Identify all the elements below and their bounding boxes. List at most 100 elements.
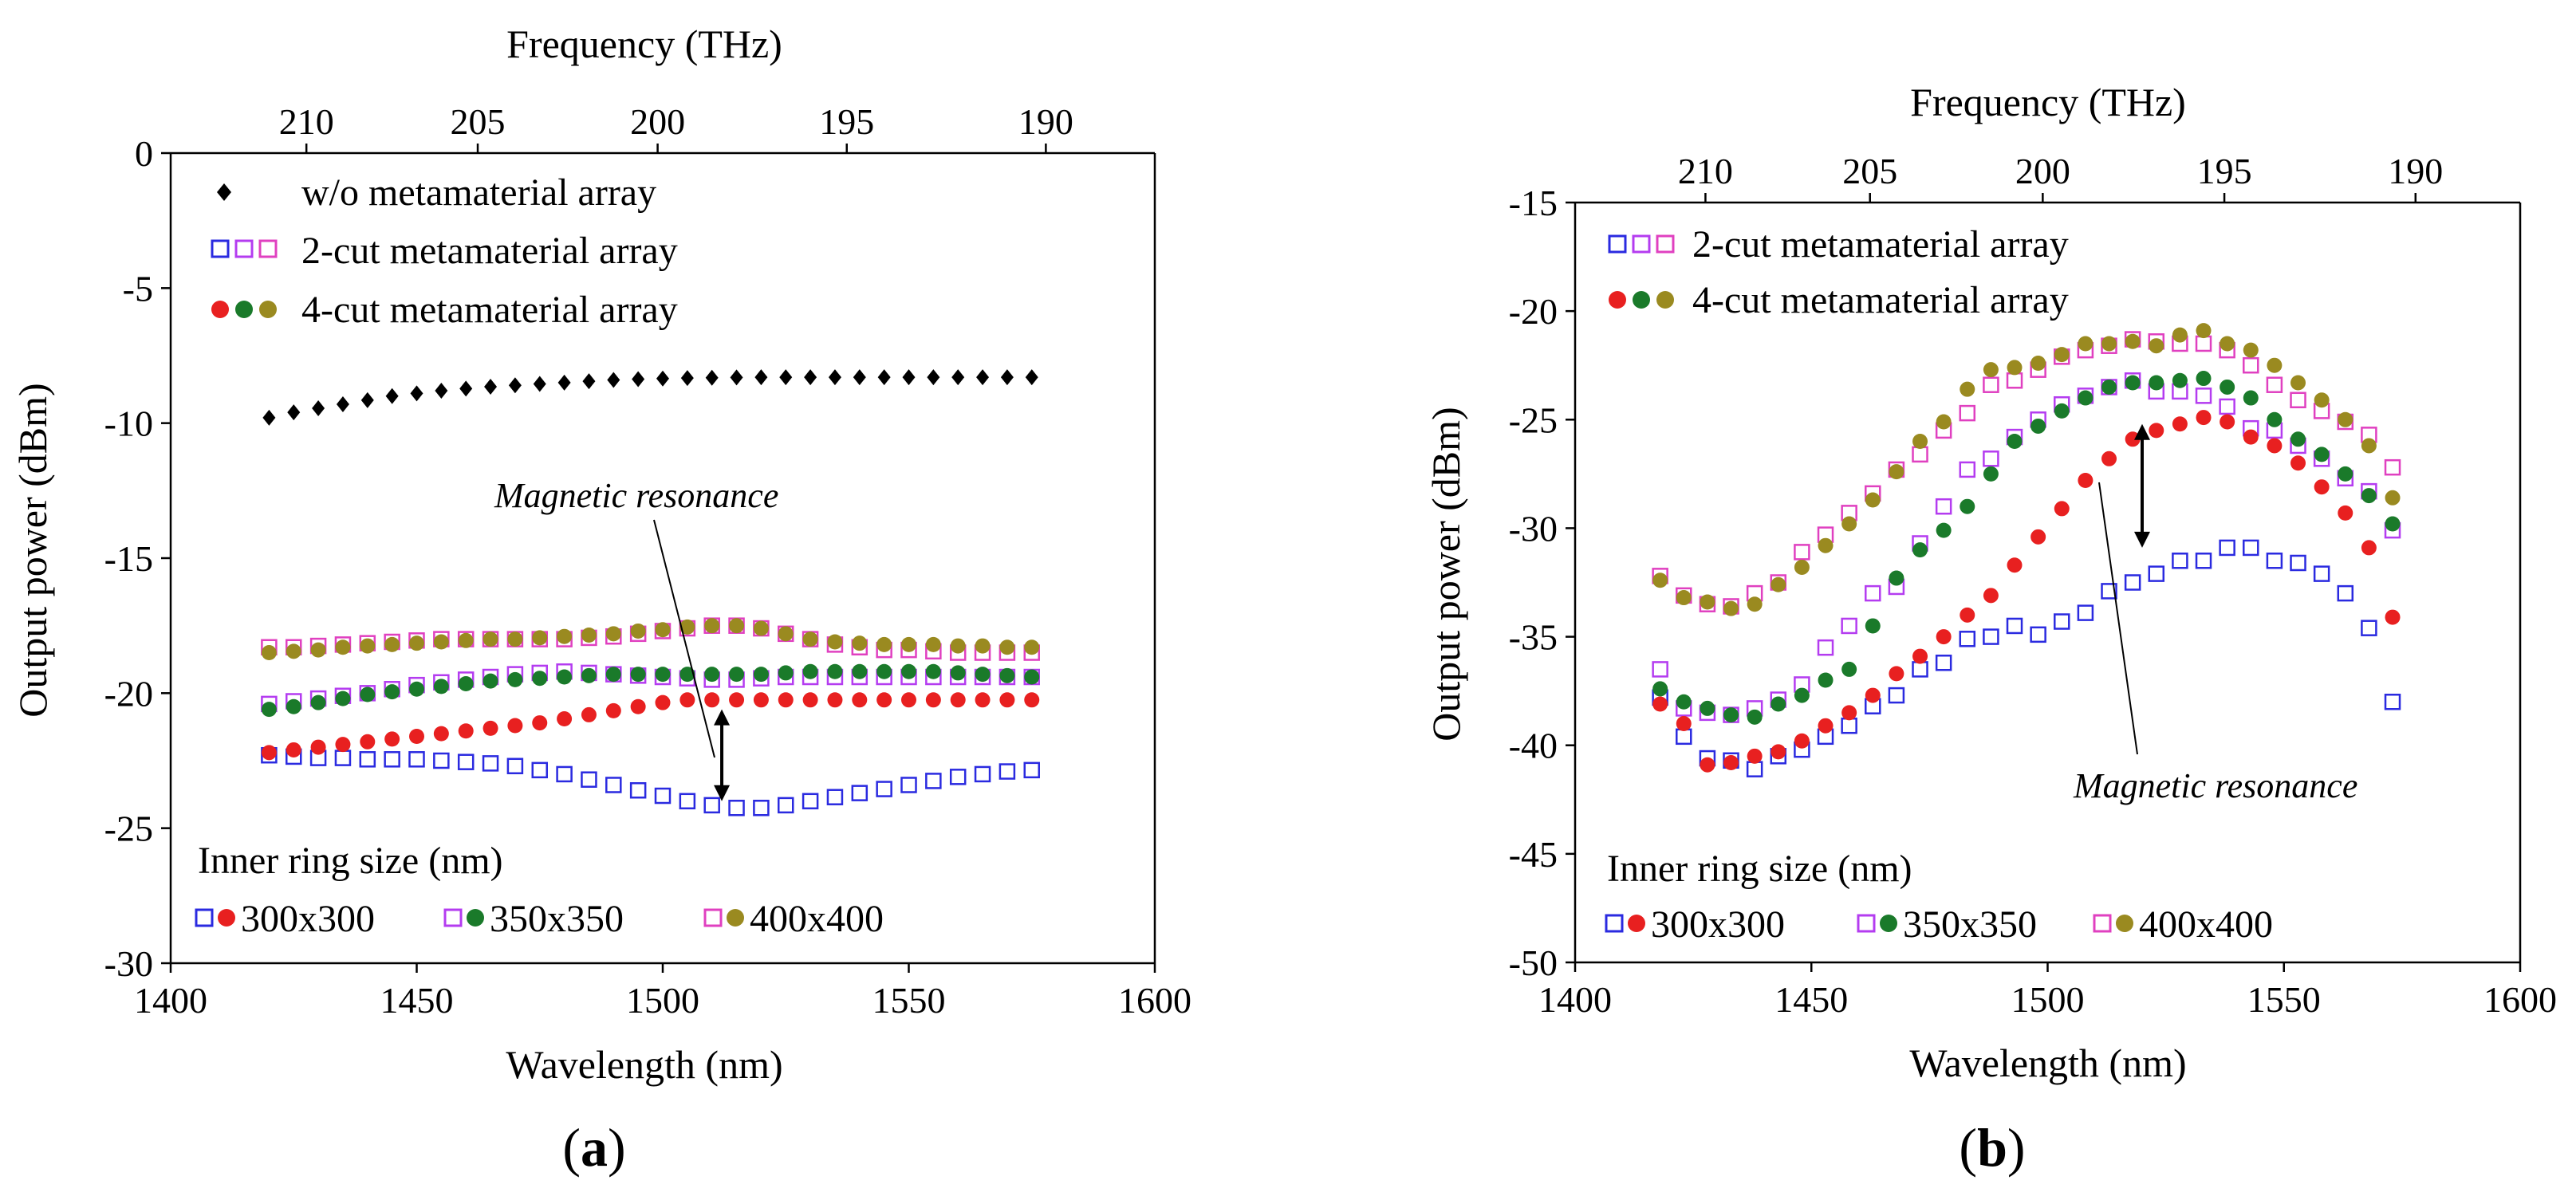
data-point	[2243, 429, 2259, 445]
data-point	[605, 626, 621, 642]
data-point	[508, 377, 522, 394]
data-point	[1652, 572, 1668, 588]
data-point	[1912, 542, 1928, 558]
y-tick-label: -30	[104, 943, 153, 984]
data-point	[2290, 375, 2306, 391]
panel-b-legend-square-blue	[1608, 234, 1627, 254]
data-point	[1652, 661, 1668, 678]
data-point	[2172, 372, 2188, 388]
panel-a-legend-dot-olive	[259, 301, 277, 318]
data-point	[2172, 553, 2188, 569]
data-point	[950, 692, 966, 708]
data-point	[507, 632, 523, 647]
data-point	[754, 369, 768, 386]
data-point	[925, 636, 941, 652]
data-point	[1676, 715, 1692, 731]
series-2-cut-300x300	[1652, 539, 2401, 777]
data-point	[2125, 333, 2141, 349]
data-point	[655, 622, 671, 638]
panel-a-legend-entry-4cut: 4-cut metamaterial array	[301, 289, 678, 331]
data-point	[827, 663, 843, 679]
data-point	[1794, 544, 1810, 561]
data-point	[1747, 748, 1763, 764]
data-point	[532, 715, 548, 731]
data-point	[779, 369, 793, 386]
data-point	[1794, 559, 1810, 575]
data-point	[704, 618, 720, 634]
data-point	[483, 673, 498, 689]
arrow-head-down	[714, 785, 731, 801]
data-point	[2054, 403, 2070, 419]
data-point	[1794, 733, 1810, 749]
panel-a-legend-dot-green	[235, 301, 253, 318]
data-point	[557, 669, 573, 685]
data-point	[1723, 707, 1739, 723]
data-point	[2006, 372, 2023, 389]
y-tick-label: -25	[104, 809, 153, 849]
data-point	[557, 374, 571, 391]
data-point	[925, 692, 941, 708]
panel-a-legend-square-blue	[211, 239, 230, 258]
data-point	[680, 370, 694, 387]
data-point	[999, 667, 1015, 683]
data-point	[2219, 539, 2235, 557]
panel-a-x-axis-title: Wavelength (nm)	[506, 1042, 782, 1087]
y-tick-label: -30	[1509, 508, 1558, 549]
data-point	[753, 692, 769, 708]
data-point	[1841, 617, 1857, 635]
data-point	[949, 769, 967, 785]
data-point	[2030, 355, 2046, 371]
data-point	[2290, 554, 2306, 572]
series-4-cut-350x350	[261, 663, 1040, 718]
freq-tick-label: 195	[2197, 151, 2252, 191]
data-point	[2267, 411, 2283, 427]
data-point	[2148, 565, 2165, 582]
data-point	[1676, 728, 1692, 746]
data-point	[902, 369, 916, 386]
data-point	[950, 638, 966, 654]
data-point	[1818, 672, 1834, 688]
data-point	[581, 628, 597, 643]
data-point	[927, 369, 940, 386]
panel-a-size-square-purple	[443, 908, 463, 927]
data-point	[901, 663, 916, 679]
data-point	[483, 632, 498, 647]
panel-a-legend-diamond-marker	[217, 183, 231, 201]
data-point	[2361, 488, 2377, 504]
data-point	[1889, 570, 1904, 586]
data-point	[1960, 498, 1975, 514]
data-point	[2290, 455, 2306, 471]
panel-b-legend-entry-2cut: 2-cut metamaterial array	[1692, 223, 2069, 266]
y-tick-label: -40	[1509, 726, 1558, 766]
data-point	[877, 369, 891, 386]
data-point	[1771, 576, 1786, 592]
data-point	[1841, 705, 1857, 721]
data-point	[2007, 557, 2023, 573]
data-point	[433, 679, 449, 694]
data-point	[730, 369, 743, 386]
data-point	[632, 371, 645, 388]
data-point	[409, 729, 424, 745]
data-point	[1935, 498, 1952, 515]
data-point	[2195, 553, 2212, 569]
panel-b-top-axis-title: Frequency (THz)	[1910, 80, 2186, 124]
data-point	[802, 663, 818, 679]
data-point	[2077, 604, 2094, 621]
data-point	[2196, 371, 2212, 387]
panel-a-ticks: 1400 1450 1500 1550 1600 0 -5 -10 -15 -20 -25 -30 21…	[104, 101, 1191, 1021]
data-point	[1723, 600, 1739, 616]
data-point	[1936, 629, 1952, 645]
data-point	[802, 793, 819, 810]
data-point	[1794, 687, 1810, 703]
data-point	[1912, 446, 1928, 463]
data-point	[2030, 626, 2046, 643]
data-point	[408, 751, 425, 768]
data-point	[360, 734, 376, 750]
y-tick-label: -50	[1509, 942, 1558, 983]
data-point	[1865, 618, 1881, 634]
y-tick-label: -5	[123, 268, 153, 309]
data-point	[433, 726, 449, 742]
data-point	[630, 698, 646, 714]
panel-a-label-open: (	[562, 1117, 581, 1178]
panel-b-size-dot-green	[1880, 915, 1897, 932]
